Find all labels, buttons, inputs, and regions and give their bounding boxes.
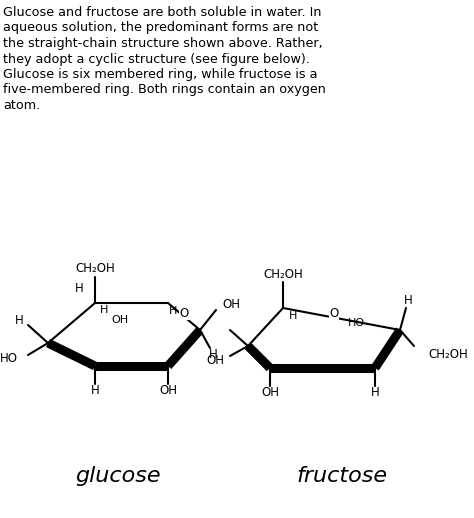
Text: OH: OH: [111, 315, 128, 325]
Text: CH₂OH: CH₂OH: [263, 267, 303, 281]
Text: H: H: [91, 384, 100, 397]
Text: H: H: [371, 386, 379, 399]
Text: Glucose is six membered ring, while fructose is a: Glucose is six membered ring, while fruc…: [3, 68, 318, 81]
Text: glucose: glucose: [75, 466, 161, 486]
Text: H: H: [15, 314, 24, 327]
Text: Glucose and fructose are both soluble in water. In: Glucose and fructose are both soluble in…: [3, 6, 321, 19]
Text: the straight-chain structure shown above. Rather,: the straight-chain structure shown above…: [3, 37, 323, 50]
Text: OH: OH: [261, 386, 279, 399]
Text: OH: OH: [222, 297, 240, 310]
Text: five-membered ring. Both rings contain an oxygen: five-membered ring. Both rings contain a…: [3, 83, 326, 96]
Text: OH: OH: [206, 353, 224, 367]
Text: fructose: fructose: [296, 466, 388, 486]
Text: CH₂OH: CH₂OH: [75, 263, 115, 276]
Text: aqueous solution, the predominant forms are not: aqueous solution, the predominant forms …: [3, 22, 318, 35]
Text: OH: OH: [159, 384, 177, 397]
Text: CH₂OH: CH₂OH: [428, 348, 468, 361]
Text: H: H: [169, 306, 177, 316]
Text: H: H: [289, 311, 297, 321]
Text: O: O: [180, 307, 189, 320]
Text: H: H: [75, 282, 84, 295]
Text: HO: HO: [0, 353, 18, 366]
Text: H: H: [100, 305, 108, 315]
Text: HO: HO: [347, 318, 365, 328]
Text: atom.: atom.: [3, 99, 40, 112]
Text: O: O: [329, 307, 339, 320]
Text: H: H: [209, 348, 218, 361]
Text: they adopt a cyclic structure (see figure below).: they adopt a cyclic structure (see figur…: [3, 52, 310, 65]
Text: H: H: [404, 294, 412, 307]
